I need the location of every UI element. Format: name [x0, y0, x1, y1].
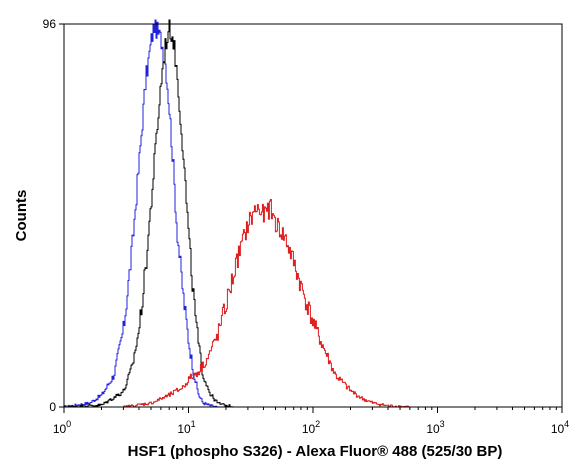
- x-tick-label: 102: [302, 419, 320, 436]
- histogram-series-3: [123, 199, 410, 408]
- x-tick-label: 104: [551, 419, 569, 436]
- histogram-series-2: [64, 19, 239, 408]
- histogram-series-1: [64, 19, 218, 408]
- x-tick-label: 103: [426, 419, 444, 436]
- x-axis-tick-labels: 100 101 102 103 104: [53, 419, 569, 436]
- y-tick-label: 0: [49, 400, 56, 414]
- y-axis-title: Counts: [13, 190, 30, 242]
- x-tick-label: 101: [177, 419, 195, 436]
- histogram-series-layer: [64, 19, 410, 408]
- y-axis-tick-labels: 0 96: [43, 17, 57, 414]
- plot-frame: [63, 23, 563, 408]
- x-tick-label: 100: [53, 419, 71, 436]
- y-tick-label: 96: [43, 17, 57, 31]
- x-axis-title: HSF1 (phospho S326) - Alexa Fluor® 488 (…: [128, 443, 503, 460]
